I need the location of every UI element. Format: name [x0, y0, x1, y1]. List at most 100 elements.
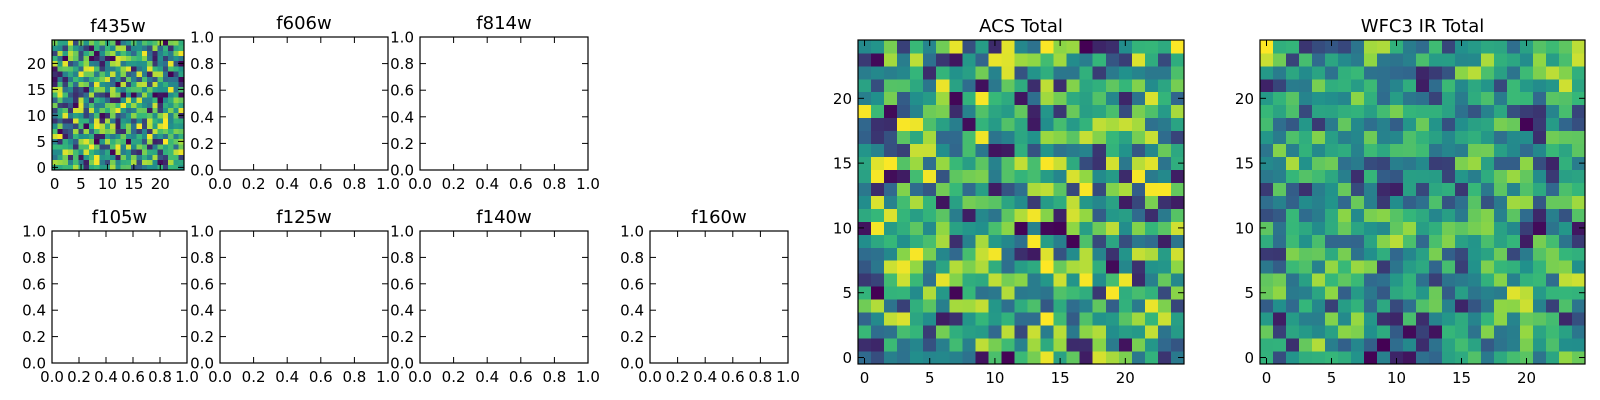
heatmap-cell [1027, 247, 1041, 261]
heatmap-cell [1429, 78, 1443, 93]
heatmap-cell [1079, 195, 1094, 209]
heatmap-cell [152, 81, 158, 88]
heatmap-cell [1260, 234, 1274, 248]
heatmap-cell [1079, 117, 1094, 132]
heatmap-cell [1572, 182, 1586, 196]
heatmap-cell [884, 234, 898, 248]
heatmap-cell [162, 102, 169, 108]
heatmap-cell [67, 123, 74, 129]
heatmap-cell [1533, 221, 1547, 235]
heatmap-cell [99, 149, 106, 155]
heatmap-cell [178, 144, 185, 150]
heatmap-cell [1299, 117, 1313, 132]
heatmap-cell [120, 45, 127, 51]
heatmap-cell [147, 123, 153, 129]
heatmap-cell [1533, 312, 1547, 326]
heatmap-cell [1144, 65, 1159, 80]
heatmap-cell [83, 81, 90, 88]
heatmap-cell [94, 118, 100, 124]
heatmap-cell [1260, 208, 1274, 222]
heatmap-cell [1507, 130, 1521, 145]
heatmap-cell [1559, 78, 1573, 93]
heatmap-cell [1351, 234, 1365, 248]
heatmap-cell [1286, 208, 1300, 222]
heatmap-cell [110, 55, 116, 62]
heatmap-cell [1144, 208, 1159, 222]
heatmap-cell [157, 112, 164, 119]
heatmap-cell [1481, 78, 1495, 93]
heatmap-cell [858, 338, 872, 352]
heatmap-cell [936, 260, 950, 274]
heatmap-cell [1494, 299, 1508, 313]
heatmap-cell [125, 50, 132, 56]
heatmap-cell [910, 169, 924, 183]
heatmap-cell [1351, 299, 1365, 313]
heatmap-cell [1572, 247, 1586, 261]
heatmap-cell [910, 156, 924, 170]
heatmap-cell [936, 143, 950, 158]
heatmap-cell [884, 195, 898, 209]
heatmap-cell [83, 102, 90, 108]
axes-frame [1259, 39, 1586, 365]
heatmap-cell [1040, 143, 1054, 158]
heatmap-cell [1559, 65, 1573, 80]
heatmap-cell [1572, 143, 1586, 158]
heatmap-cell [99, 159, 106, 166]
heatmap-cell [1442, 104, 1456, 119]
heatmap-cell [1390, 286, 1404, 300]
heatmap-cell [1390, 247, 1404, 261]
heatmap-cell [910, 312, 924, 326]
heatmap-cell [115, 76, 122, 82]
heatmap-cell [1507, 234, 1521, 248]
heatmap-cell [67, 133, 74, 140]
x-tick-label: 5 [1327, 369, 1337, 387]
heatmap-cell [871, 234, 885, 248]
heatmap-cell [858, 130, 872, 145]
heatmap-cell [157, 66, 164, 72]
heatmap-cell [1260, 169, 1274, 183]
heatmap-cell [1001, 208, 1015, 222]
heatmap-cell [52, 133, 58, 140]
heatmap-cell [152, 138, 158, 145]
heatmap-cell [1001, 52, 1015, 67]
heatmap-cell [1494, 40, 1508, 54]
heatmap-cell [115, 92, 122, 98]
heatmap-cell [178, 76, 185, 82]
heatmap-cell [162, 86, 169, 93]
heatmap-cell [923, 91, 937, 106]
heatmap-cell [1118, 260, 1133, 274]
heatmap-cell [1546, 351, 1560, 365]
heatmap-cell [125, 71, 132, 77]
heatmap-cell [1066, 40, 1081, 54]
heatmap-cell [923, 273, 937, 287]
heatmap-cell [1105, 104, 1120, 119]
heatmap-cell [871, 65, 885, 80]
heatmap-cell [1027, 156, 1041, 170]
heatmap-cell [1014, 208, 1028, 222]
y-tick-label: 15 [27, 81, 46, 99]
heatmap-cell [988, 104, 1002, 119]
heatmap-cell [897, 91, 911, 106]
heatmap-cell [1468, 351, 1482, 365]
heatmap-cell [120, 107, 127, 114]
heatmap-cell [1299, 156, 1313, 170]
heatmap-cell [910, 130, 924, 145]
heatmap-cell [1455, 221, 1469, 235]
heatmap-cell [1286, 104, 1300, 119]
heatmap-cell [858, 117, 872, 132]
heatmap-cell [1403, 221, 1417, 235]
heatmap-cell [1351, 247, 1365, 261]
axes-frame [219, 230, 389, 364]
heatmap-cell [1040, 52, 1054, 67]
heatmap-cell [141, 149, 148, 155]
heatmap-cell [52, 118, 58, 124]
x-tick-label: 0.0 [208, 368, 232, 386]
heatmap-cell [1299, 195, 1313, 209]
heatmap-cell [910, 143, 924, 158]
heatmap-cell [1377, 78, 1391, 93]
heatmap-cell [157, 92, 164, 98]
heatmap-cell [1105, 117, 1120, 132]
heatmap-cell [1273, 325, 1287, 339]
heatmap-cell [110, 154, 116, 160]
